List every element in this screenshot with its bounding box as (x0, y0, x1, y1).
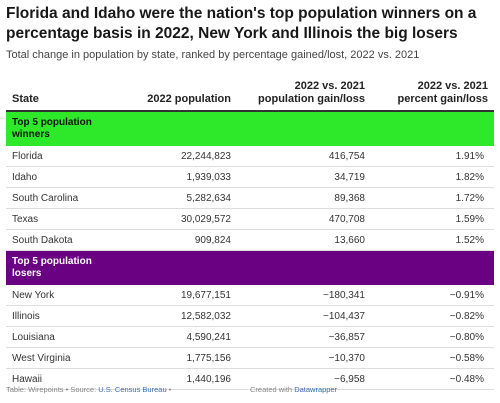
footer-source-tail: • (166, 385, 172, 394)
table-row: West Virginia 1,775,156 −10,370 −0.58% (6, 347, 494, 369)
chart-title: Florida and Idaho were the nation's top … (6, 5, 477, 42)
group-label: Top 5 population winners (6, 111, 134, 146)
percent-cell: −0.58% (371, 347, 494, 369)
population-cell: 19,677,151 (134, 285, 237, 306)
population-cell: 30,029,572 (134, 208, 237, 230)
state-cell: Louisiana (6, 326, 134, 348)
table-row: Hawaii 1,440,196 −6,958 −0.48% (6, 368, 494, 390)
state-cell: Texas (6, 208, 134, 230)
state-cell: New York (6, 285, 134, 306)
gain-loss-cell: 34,719 (237, 166, 371, 188)
source-link[interactable]: U.S. Census Bureau (98, 385, 167, 394)
table-row: South Dakota 909,824 13,660 1.52% (6, 229, 494, 251)
table-body: Top 5 population winners Florida 22,244,82… (6, 111, 494, 390)
gain-loss-cell: 13,660 (237, 229, 371, 251)
state-cell: South Carolina (6, 187, 134, 209)
population-cell: 1,939,033 (134, 166, 237, 188)
group-label-text: Top 5 population losers (12, 256, 92, 279)
state-cell: Florida (6, 146, 134, 167)
table-row: Louisiana 4,590,241 −36,857 −0.80% (6, 326, 494, 348)
table-row: Idaho 1,939,033 34,719 1.82% (6, 166, 494, 188)
population-cell: 12,582,032 (134, 305, 237, 327)
group-fill-cell (237, 250, 371, 285)
table-row: Texas 30,029,572 470,708 1.59% (6, 208, 494, 230)
gain-loss-cell: 89,368 (237, 187, 371, 209)
table-row: Florida 22,244,823 416,754 1.91% (6, 146, 494, 167)
column-header-percent[interactable]: 2022 vs. 2021 percent gain/loss (371, 72, 494, 112)
gain-loss-cell: 470,708 (237, 208, 371, 230)
population-cell: 22,244,823 (134, 146, 237, 167)
percent-cell: −0.82% (371, 305, 494, 327)
footer-credit: Created with Datawrapper (250, 385, 337, 395)
group-fill-cell (371, 250, 494, 285)
group-fill-cell (371, 111, 494, 146)
gain-loss-cell: 416,754 (237, 146, 371, 167)
gain-loss-cell: −6,958 (237, 368, 371, 390)
percent-cell: 1.72% (371, 187, 494, 209)
table-header-row: State 2022 population 2022 vs. 2021 popu… (6, 72, 494, 112)
percent-cell: 1.52% (371, 229, 494, 251)
state-cell: Hawaii (6, 368, 134, 390)
group-fill-cell (237, 111, 371, 146)
table-row: South Carolina 5,282,634 89,368 1.72% (6, 187, 494, 209)
table-row: New York 19,677,151 −180,341 −0.91% (6, 285, 494, 306)
population-cell: 4,590,241 (134, 326, 237, 348)
percent-cell: −0.80% (371, 326, 494, 348)
footer-source-prefix: Table: Wirepoints • Source: (6, 385, 99, 394)
percent-cell: 1.59% (371, 208, 494, 230)
datawrapper-link[interactable]: Datawrapper (294, 385, 338, 394)
gain-loss-cell: −36,857 (237, 326, 371, 348)
percent-cell: 1.82% (371, 166, 494, 188)
chart-subtitle: Total change in population by state, ran… (6, 49, 420, 61)
state-cell: Illinois (6, 305, 134, 327)
population-cell: 1,775,156 (134, 347, 237, 369)
footer: Table: Wirepoints • Source: U.S. Census … (6, 385, 494, 395)
column-header-gain-loss[interactable]: 2022 vs. 2021 population gain/loss (237, 72, 371, 112)
percent-cell: 1.91% (371, 146, 494, 167)
gain-loss-cell: −104,437 (237, 305, 371, 327)
group-fill-cell (134, 250, 237, 285)
gain-loss-cell: −180,341 (237, 285, 371, 306)
population-table: State 2022 population 2022 vs. 2021 popu… (6, 72, 494, 390)
footer-created-with: Created with (250, 385, 295, 394)
group-header-row: Top 5 population losers (6, 250, 494, 285)
percent-cell: −0.91% (371, 285, 494, 306)
group-label: Top 5 population losers (6, 250, 134, 285)
table-row: Illinois 12,582,032 −104,437 −0.82% (6, 305, 494, 327)
population-cell: 909,824 (134, 229, 237, 251)
state-cell: West Virginia (6, 347, 134, 369)
population-cell: 5,282,634 (134, 187, 237, 209)
population-cell: 1,440,196 (134, 368, 237, 390)
gain-loss-cell: −10,370 (237, 347, 371, 369)
group-header-row: Top 5 population winners (6, 111, 494, 146)
column-header-population[interactable]: 2022 population (134, 72, 237, 112)
column-header-state[interactable]: State (6, 72, 134, 112)
group-fill-cell (134, 111, 237, 146)
state-cell: Idaho (6, 166, 134, 188)
state-cell: South Dakota (6, 229, 134, 251)
group-label-text: Top 5 population winners (12, 117, 92, 140)
percent-cell: −0.48% (371, 368, 494, 390)
